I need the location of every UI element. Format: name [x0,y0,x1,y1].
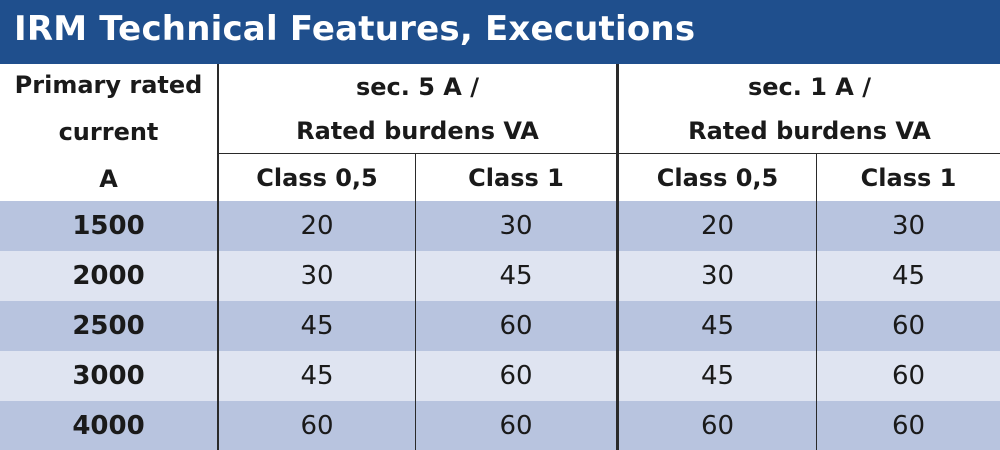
table-cell: 30 [499,211,533,241]
group-header-line: sec. 5 A / [355,72,479,101]
column-divider [217,64,219,450]
table-cell: 60 [891,410,926,441]
subcolumn-header: Class 1 [860,163,957,192]
burdens-table: Primary rated current A sec. 5 A / Rated… [0,64,1000,450]
row-band [0,201,1000,251]
table-cell: 60 [891,311,926,341]
row-current-label: 1500 [72,211,145,241]
table-cell: 60 [891,361,926,391]
table-cell: 45 [700,361,735,391]
table-cell: 60 [700,410,735,441]
table-cell: 45 [300,311,334,341]
title-bar: IRM Technical Features, Executions [0,0,1000,64]
table-cell: 60 [499,361,533,391]
column-divider [415,153,416,450]
row-current-label: 4000 [72,410,145,441]
row-band [0,301,1000,351]
table-cell: 60 [499,410,533,441]
table-cell: 60 [300,410,334,441]
primary-current-header: Primary rated current A [0,64,217,201]
header-divider [217,153,1000,154]
table-cell: 45 [300,361,334,391]
table-cell: 45 [499,261,533,291]
row-band [0,251,1000,301]
row-current-label: 2500 [72,311,145,341]
table-cell: 20 [700,211,735,241]
row-current-label: 2000 [72,261,145,291]
group-divider [616,64,619,450]
group-header-1a: sec. 1 A / Rated burdens VA [619,64,1000,153]
column-divider [816,153,817,450]
primary-current-header-line: current [58,118,159,146]
row-current-label: 3000 [72,361,145,391]
group-header-5a: sec. 5 A / Rated burdens VA [219,64,616,153]
table-cell: 45 [700,311,735,341]
group-header-line: Rated burdens VA [688,116,931,145]
table-cell: 30 [700,261,735,291]
subcolumn-header: Class 0,5 [656,163,779,192]
table-cell: 30 [891,211,926,241]
primary-current-header-line: Primary rated [14,71,203,99]
table-cell: 60 [499,311,533,341]
subcolumn-header: Class 1 [468,163,564,192]
table-cell: 20 [300,211,334,241]
row-band [0,401,1000,450]
page-title: IRM Technical Features, Executions [14,9,696,49]
table-cell: 30 [300,261,334,291]
table-cell: 45 [891,261,926,291]
group-header-line: Rated burdens VA [296,116,539,145]
primary-current-header-line: A [99,165,118,193]
group-header-line: sec. 1 A / [747,72,871,101]
row-band [0,351,1000,401]
subcolumn-header: Class 0,5 [256,163,378,192]
